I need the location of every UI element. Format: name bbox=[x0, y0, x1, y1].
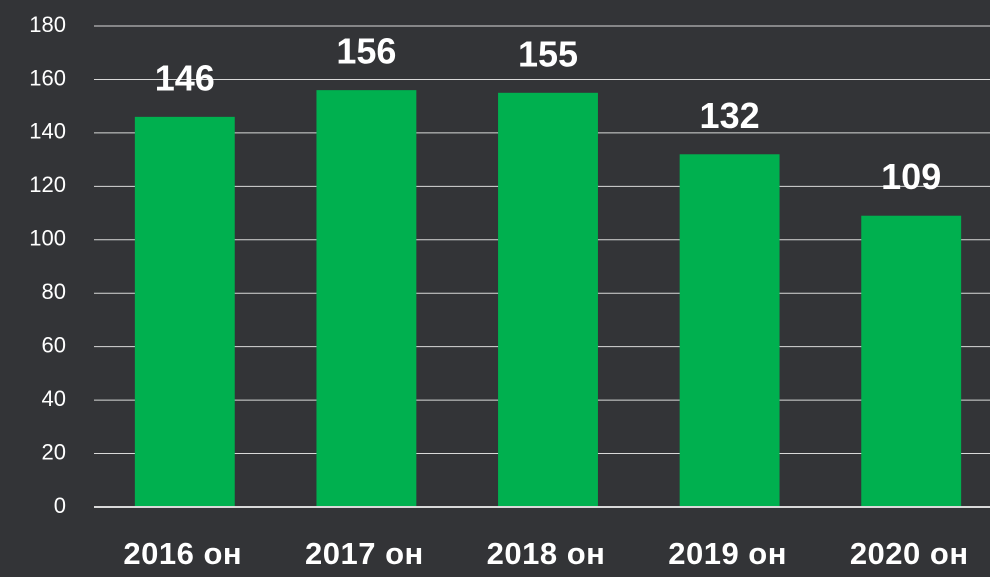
y-tick-label: 20 bbox=[42, 439, 66, 464]
bar bbox=[316, 90, 417, 507]
bar bbox=[134, 116, 235, 507]
y-tick-label: 160 bbox=[29, 65, 66, 90]
y-tick-label: 100 bbox=[29, 226, 66, 251]
x-tick-label: 2018 он bbox=[487, 536, 606, 571]
y-tick-label: 80 bbox=[42, 279, 66, 304]
y-tick-label: 60 bbox=[42, 332, 66, 357]
bar bbox=[498, 92, 598, 508]
x-tick-label: 2020 он bbox=[850, 536, 969, 571]
value-label: 156 bbox=[336, 31, 396, 72]
value-label: 132 bbox=[700, 95, 760, 136]
value-label: 155 bbox=[518, 33, 578, 74]
y-tick-label: 180 bbox=[29, 12, 66, 37]
x-tick-label: 2016 он bbox=[123, 536, 242, 571]
value-label: 109 bbox=[881, 156, 941, 197]
y-tick-label: 0 bbox=[54, 493, 66, 518]
y-tick-label: 40 bbox=[42, 386, 66, 411]
x-tick-label: 2019 он bbox=[668, 536, 787, 571]
bar bbox=[861, 215, 962, 507]
y-tick-label: 140 bbox=[29, 119, 66, 144]
value-label: 146 bbox=[155, 57, 215, 98]
bar bbox=[679, 154, 780, 507]
x-tick-label: 2017 он bbox=[305, 536, 424, 571]
y-tick-label: 120 bbox=[29, 172, 66, 197]
